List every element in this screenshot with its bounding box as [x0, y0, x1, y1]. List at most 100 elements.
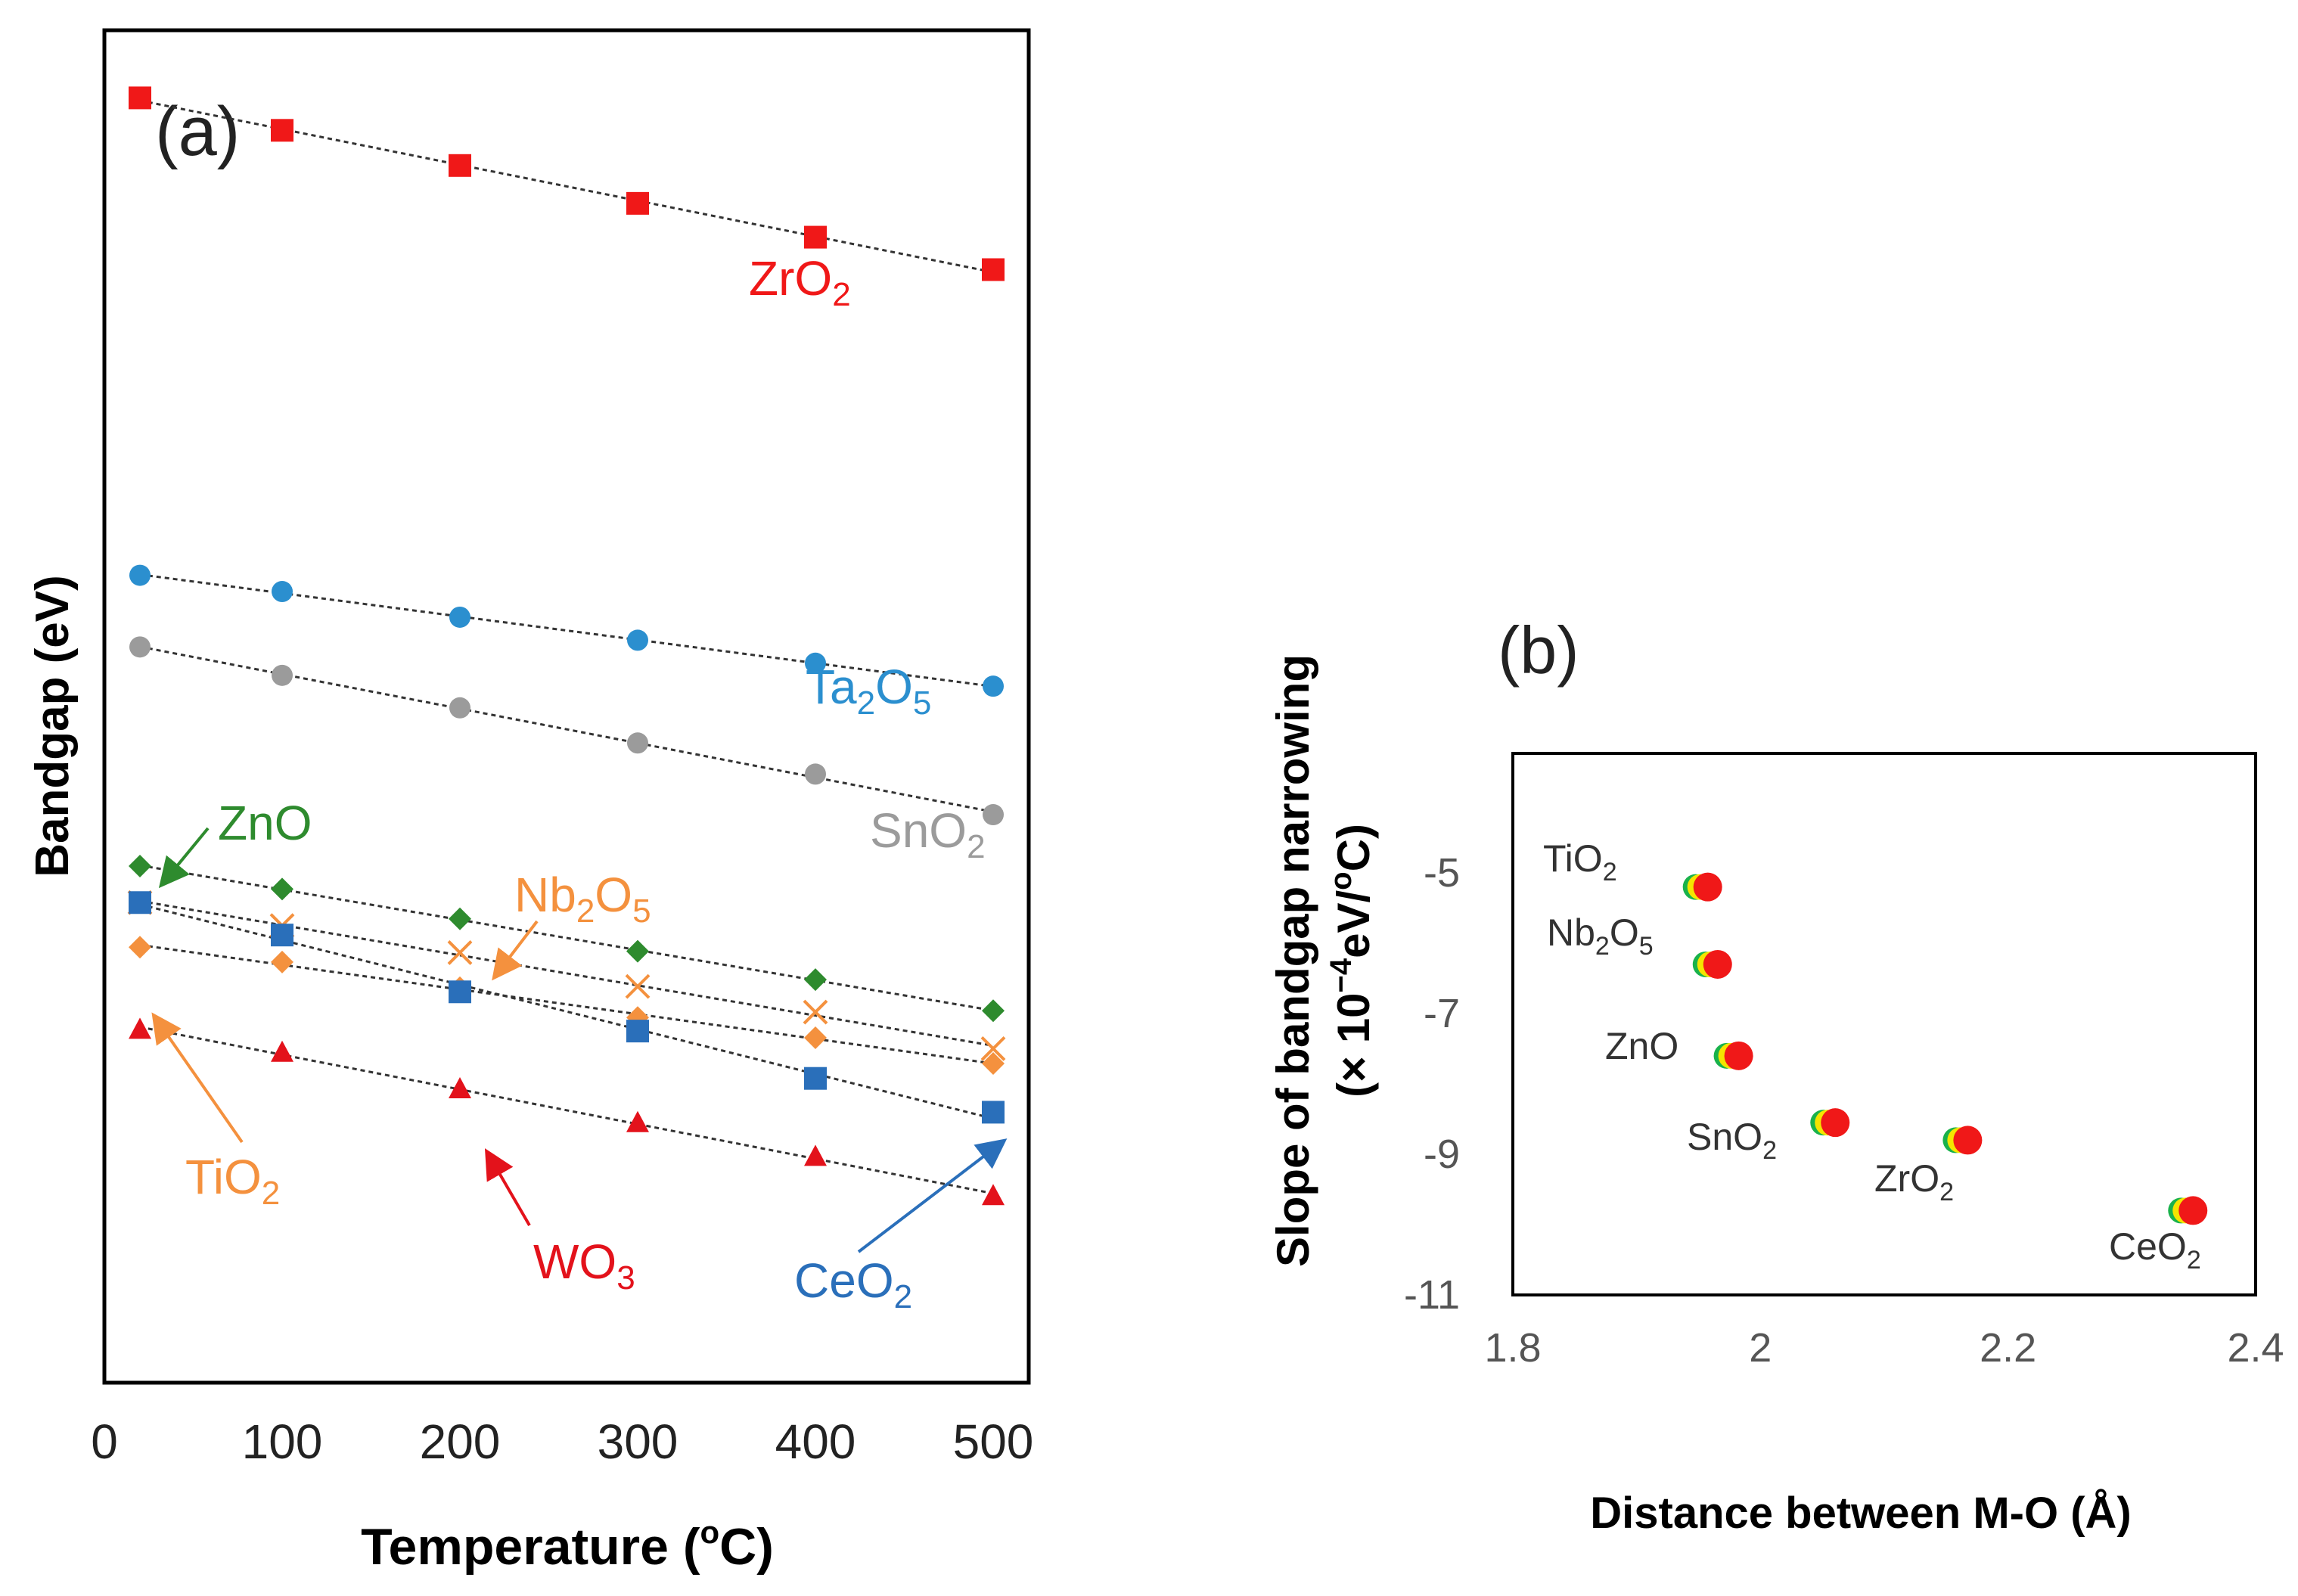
b-label-nb2o5: Nb2O5 [1547, 911, 1654, 961]
marker-wo3 [449, 1077, 471, 1099]
marker-zro2 [271, 119, 293, 142]
point-zno [1713, 1041, 1753, 1070]
marker-wo3 [626, 1110, 649, 1132]
panel-b-ticks: 1.8 2 2.2 2.4 -5 -7 -9 -11 [1404, 850, 2284, 1371]
point-tio2-red [1693, 872, 1722, 902]
panel-b-points [1682, 872, 2208, 1225]
label-tio2: TiO2 [185, 1150, 280, 1212]
marker-zro2 [982, 258, 1005, 281]
marker-zro2 [626, 191, 649, 215]
marker-sno2 [805, 763, 826, 785]
point-sno2 [1810, 1108, 1850, 1138]
arrow-zno [158, 827, 210, 889]
marker-nb2o5 [803, 999, 828, 1025]
panel-a-chart: (a) 0 100 200 300 400 500 Bandgap (eV) Temper… [26, 28, 1033, 1576]
b-label-tio2: TiO2 [1543, 837, 1617, 886]
b-x-tick-label: 2.2 [1980, 1325, 2036, 1371]
marker-nb2o5 [447, 940, 473, 965]
b-label-zno: ZnO [1605, 1025, 1678, 1067]
marker-ceo2 [626, 1020, 649, 1043]
label-nb2o5: Nb2O5 [514, 868, 651, 930]
trendline-ta2o5 [139, 573, 994, 688]
label-zro2: ZrO2 [749, 251, 851, 313]
b-y-tick-label: -9 [1424, 1132, 1460, 1177]
panel-a-markers [127, 86, 1006, 1206]
b-y-tick-label: -5 [1424, 850, 1460, 896]
panel-b-x-axis-title: Distance between M-O (Å) [1590, 1489, 2131, 1538]
b-label-ceo2: CeO2 [2109, 1225, 2201, 1275]
marker-tio2 [129, 936, 151, 959]
point-zno-red [1724, 1041, 1753, 1070]
arrow-wo3 [484, 1148, 531, 1227]
marker-ta2o5 [449, 606, 470, 628]
marker-zno [626, 939, 649, 963]
marker-ta2o5 [627, 629, 648, 651]
a-x-tick-label: 400 [775, 1414, 856, 1469]
trendline-nb2o5 [139, 899, 994, 1047]
panel-a-trendlines [139, 99, 994, 1195]
a-x-tick-label: 300 [598, 1414, 679, 1469]
trendline-wo3 [139, 1026, 994, 1195]
marker-ta2o5 [983, 675, 1004, 697]
trendline-sno2 [139, 645, 994, 813]
point-nb2o5-red [1703, 949, 1732, 979]
point-zro2 [1942, 1126, 1983, 1155]
marker-sno2 [129, 636, 151, 658]
marker-sno2 [449, 697, 470, 719]
marker-nb2o5-stroke [980, 1036, 1006, 1061]
marker-wo3 [129, 1017, 151, 1039]
marker-sno2 [983, 804, 1004, 826]
a-x-tick-label: 500 [953, 1414, 1034, 1469]
label-ta2o5: Ta2O5 [806, 660, 931, 722]
marker-zno [804, 968, 827, 992]
point-sno2-red [1821, 1108, 1850, 1138]
trendline-tio2 [139, 943, 994, 1065]
marker-zro2 [129, 86, 151, 110]
b-y-tick-label: -7 [1424, 991, 1460, 1036]
marker-sno2 [272, 664, 293, 686]
b-x-tick-label: 2.4 [2227, 1325, 2284, 1371]
panel-a-frame [102, 28, 1031, 1385]
point-nb2o5 [1692, 949, 1732, 979]
marker-nb2o5-stroke [447, 940, 473, 965]
b-label-sno2: SnO2 [1687, 1116, 1777, 1165]
arrow-ceo2 [857, 1138, 1008, 1253]
a-x-tick-label: 200 [420, 1414, 501, 1469]
b-x-tick-label: 2 [1749, 1325, 1772, 1371]
point-ceo2 [2168, 1196, 2208, 1225]
label-zno: ZnO [218, 796, 312, 850]
b-y-tick-label: -11 [1404, 1272, 1460, 1318]
a-x-tick-label: 100 [242, 1414, 323, 1469]
panel-a-x-ticks: 0 100 200 300 400 500 [91, 1414, 1033, 1469]
marker-zno [449, 907, 471, 930]
panel-b-y-axis-title-line2: (× 10−4eV/oC) [1324, 824, 1379, 1098]
label-sno2: SnO2 [870, 803, 986, 865]
marker-tio2 [982, 1052, 1005, 1076]
marker-wo3 [804, 1144, 827, 1166]
trendline-ceo2 [139, 903, 994, 1120]
point-tio2 [1682, 872, 1722, 902]
a-x-tick-label: 0 [91, 1414, 118, 1469]
label-wo3: WO3 [533, 1234, 635, 1296]
marker-tio2 [804, 1026, 827, 1050]
panel-b-label: (b) [1498, 613, 1579, 688]
marker-zno [271, 877, 293, 901]
panel-a-x-axis-title: Temperature (oC) [361, 1514, 774, 1576]
point-zro2-red [1953, 1126, 1983, 1155]
marker-wo3 [982, 1184, 1005, 1206]
marker-zro2 [449, 154, 471, 177]
b-x-tick-label: 1.8 [1484, 1325, 1541, 1371]
marker-sno2 [627, 732, 648, 754]
panel-b-frame [1511, 752, 2257, 1296]
marker-ta2o5 [272, 581, 293, 603]
marker-ta2o5 [805, 652, 826, 674]
point-ceo2-red [2178, 1196, 2208, 1225]
trendline-zro2 [139, 99, 994, 274]
panel-b-y-axis-title-line1: Slope of bandgap narrowing [1268, 654, 1318, 1267]
label-ceo2: CeO2 [794, 1253, 912, 1315]
marker-ceo2 [129, 891, 151, 914]
marker-nb2o5-stroke [803, 999, 828, 1025]
panel-a-y-axis-title: Bandgap (eV) [26, 575, 79, 877]
marker-zno [982, 999, 1005, 1023]
